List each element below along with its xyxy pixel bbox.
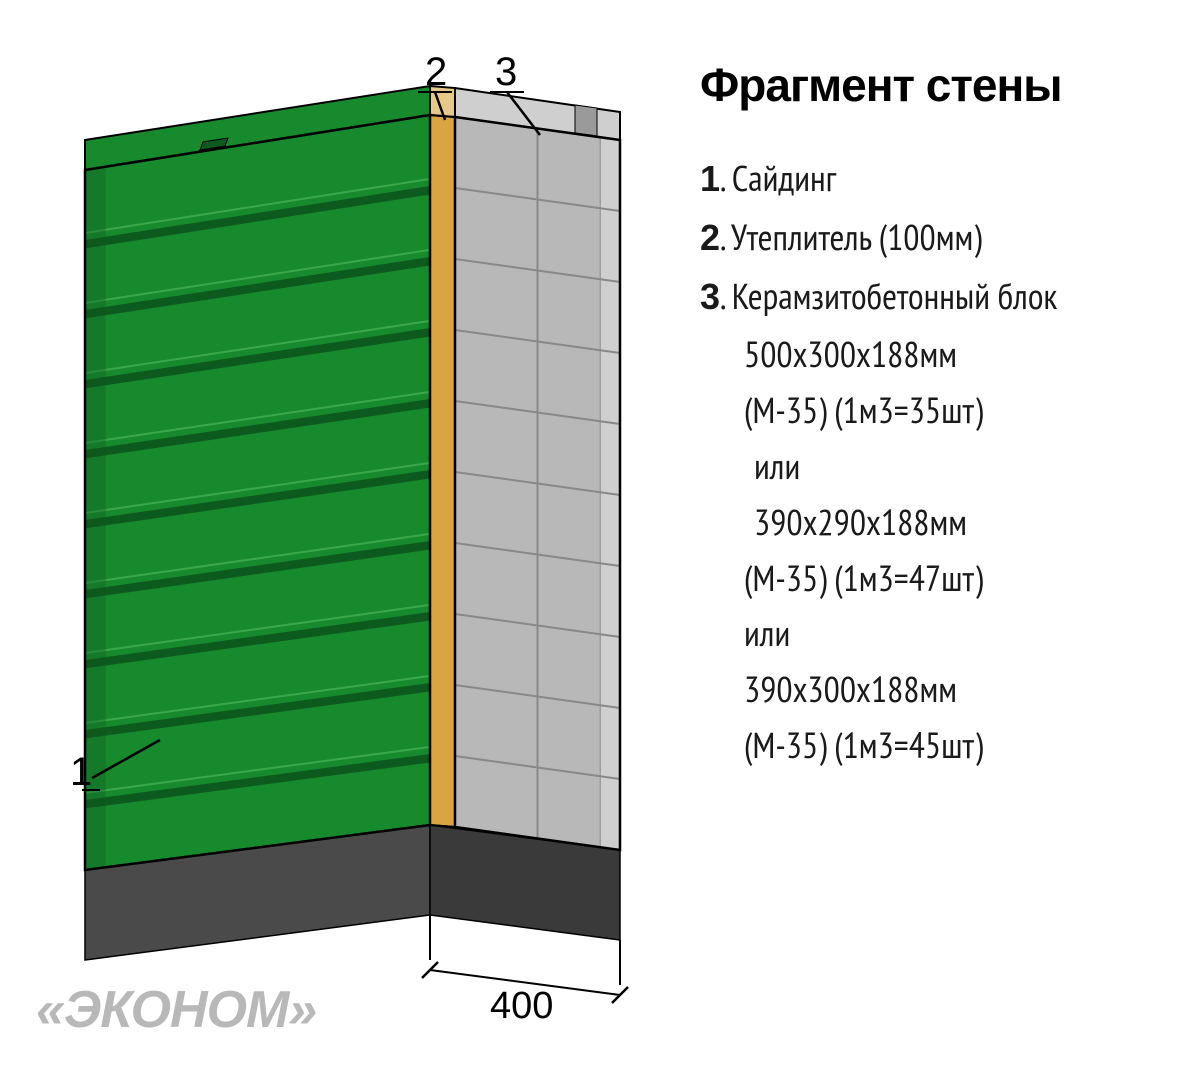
wall-diagram-stage: Фрагмент стены 1. Сайдинг 2. Утеплитель … [0, 0, 1200, 1082]
legend-sub-4: 390х290х188мм [700, 494, 1170, 550]
legend-sub-3: или [700, 438, 1170, 494]
legend-item-3: 3. Керамзитобетонный блок [700, 268, 1170, 325]
callout-1-number: 1 [70, 750, 92, 795]
dimension-400: 400 [490, 985, 553, 1028]
legend: 1. Сайдинг 2. Утеплитель (100мм) 3. Кера… [700, 150, 1170, 773]
legend-item-1: 1. Сайдинг [700, 150, 1170, 207]
diagram-title: Фрагмент стены [700, 58, 1062, 112]
legend-sub-7: 390х300х188мм [700, 661, 1170, 717]
legend-sub-6: или [700, 605, 1170, 661]
callout-2-number: 2 [425, 50, 447, 95]
econom-label: «ЭКОНОМ» [36, 980, 316, 1040]
legend-sub-8: (М-35) (1м3=45шт) [700, 717, 1170, 773]
legend-sub-1: 500х300х188мм [700, 326, 1170, 382]
legend-sub-5: (М-35) (1м3=47шт) [700, 550, 1170, 606]
legend-sub-2: (М-35) (1м3=35шт) [700, 382, 1170, 438]
legend-item-2: 2. Утеплитель (100мм) [700, 209, 1170, 266]
callout-3-number: 3 [495, 50, 517, 95]
